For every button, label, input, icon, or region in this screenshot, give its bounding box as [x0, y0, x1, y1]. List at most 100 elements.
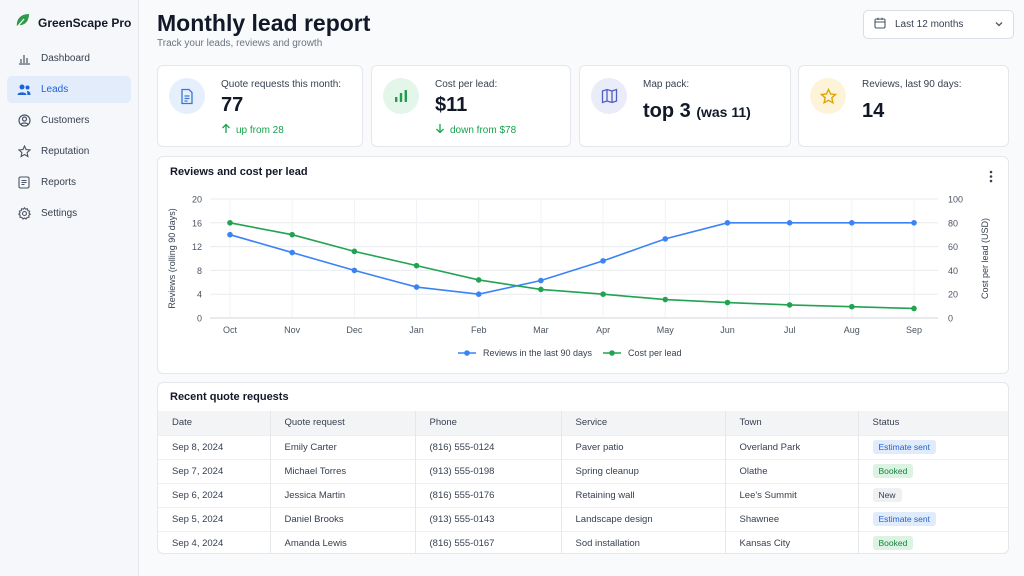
- reviews-cost-chart: 0 4 8 12 16 20 0 20 40 60 80 100 Oct Nov Dec Jan Feb Mar A…: [167, 195, 990, 359]
- brand[interactable]: GreenScape Pro: [14, 12, 131, 34]
- x-tick-label: Jul: [784, 325, 796, 335]
- sidebar-item-customers[interactable]: Customers: [7, 107, 131, 134]
- status-badge: Estimate sent: [872, 512, 936, 526]
- sidebar-item-label: Reputation: [41, 146, 90, 157]
- cell-customer-name: Michael Torres: [270, 458, 416, 483]
- column-header-phone[interactable]: Phone: [415, 411, 562, 435]
- sidebar-nav: Dashboard Leads Customers Reputation Rep…: [7, 45, 131, 231]
- cell-phone: (913) 555-0143: [415, 506, 562, 531]
- kpi-value: 14: [862, 100, 885, 122]
- y-tick-label-left: 16: [192, 218, 202, 228]
- legend-swatch-marker: [609, 350, 615, 356]
- y-tick-label-right: 20: [948, 290, 958, 300]
- cell-service: Paver patio: [561, 434, 726, 459]
- x-tick-label: Jun: [720, 325, 735, 335]
- sidebar-item-label: Settings: [41, 208, 78, 219]
- data-point-reviews: [351, 267, 358, 274]
- y-axis-label-right: Cost per lead (USD): [980, 218, 990, 299]
- y-tick-label-right: 40: [948, 266, 958, 276]
- kpi-value: 77: [221, 94, 244, 116]
- data-point-reviews: [227, 231, 233, 238]
- column-header-quote-request[interactable]: Quote request: [270, 411, 416, 435]
- table-header-row: Date Quote request Phone Service Town St…: [158, 411, 1008, 435]
- cell-customer-name: Amanda Lewis: [270, 530, 416, 553]
- y-tick-label-right: 0: [948, 314, 953, 324]
- legend-swatch-marker: [464, 350, 470, 356]
- x-tick-label: Feb: [471, 325, 487, 335]
- y-tick-label-right: 100: [948, 195, 963, 205]
- status-badge: Booked: [872, 464, 914, 478]
- kpi-trend: down from $78: [435, 123, 516, 137]
- data-point-cost-per-lead: [289, 231, 295, 238]
- kpi-value: $11: [435, 94, 468, 116]
- cell-service: Sod installation: [561, 530, 726, 553]
- cell-status: New: [858, 482, 1008, 507]
- date-range-value: Last 12 months: [895, 19, 964, 30]
- kpi-trend: up from 28: [221, 123, 284, 137]
- sidebar: GreenScape Pro Dashboard Leads Customers…: [0, 0, 139, 576]
- bar-chart-icon: [17, 52, 31, 66]
- app-name: GreenScape Pro: [38, 16, 132, 30]
- sidebar-item-label: Leads: [41, 84, 69, 95]
- column-header-status[interactable]: Status: [858, 411, 1008, 435]
- kpi-card-quotes: Quote requests this month: 77 up from 28: [157, 65, 363, 147]
- kpi-card-map-pack: Map pack: top 3 (was 11): [579, 65, 791, 147]
- y-tick-label-right: 80: [948, 218, 958, 228]
- x-tick-label: Mar: [533, 325, 549, 335]
- kpi-card-cost: Cost per lead: $11 down from $78: [371, 65, 571, 147]
- cell-date: Sep 8, 2024: [158, 434, 271, 459]
- data-point-reviews: [724, 220, 731, 226]
- kpi-card-reviews: Reviews, last 90 days: 14: [798, 65, 1009, 147]
- cell-status: Booked: [858, 458, 1008, 483]
- kpi-value: top 3 (was 11): [643, 100, 751, 122]
- page-subtitle: Track your leads, reviews and growth: [157, 38, 323, 49]
- users-icon: [17, 83, 31, 97]
- sidebar-item-dashboard[interactable]: Dashboard: [7, 45, 131, 72]
- table-row[interactable]: Sep 7, 2024 Michael Torres (913) 555-0198 S…: [158, 458, 1008, 483]
- data-point-reviews: [475, 291, 482, 297]
- x-tick-label: May: [657, 325, 675, 335]
- cell-phone: (816) 555-0124: [415, 434, 562, 459]
- series-line-cost-per-lead: [229, 222, 915, 310]
- y-tick-label-left: 4: [197, 290, 202, 300]
- sidebar-item-reports[interactable]: Reports: [7, 169, 131, 196]
- chart-title: Reviews and cost per lead: [170, 166, 308, 178]
- table-row[interactable]: Sep 5, 2024 Daniel Brooks (913) 555-0143 La…: [158, 506, 1008, 531]
- table-row[interactable]: Sep 8, 2024 Emily Carter (816) 555-0124 Pav…: [158, 434, 1008, 459]
- sidebar-item-leads[interactable]: Leads: [7, 76, 131, 103]
- more-options-icon[interactable]: [989, 170, 993, 188]
- cell-date: Sep 6, 2024: [158, 482, 271, 507]
- data-point-reviews: [911, 220, 917, 226]
- date-range-select[interactable]: Last 12 months: [863, 10, 1014, 39]
- data-point-reviews: [413, 284, 420, 290]
- leaf-logo-icon: [14, 12, 31, 34]
- cell-customer-name: Jessica Martin: [270, 482, 416, 507]
- x-tick-label: Dec: [346, 325, 363, 335]
- cell-service: Landscape design: [561, 506, 726, 531]
- data-point-cost-per-lead: [911, 305, 917, 312]
- column-header-service[interactable]: Service: [561, 411, 726, 435]
- y-tick-label-left: 12: [192, 242, 202, 252]
- sidebar-item-settings[interactable]: Settings: [7, 200, 131, 227]
- table-row[interactable]: Sep 6, 2024 Jessica Martin (816) 555-0176 R…: [158, 482, 1008, 507]
- data-point-reviews: [538, 277, 544, 284]
- y-tick-label-left: 8: [197, 266, 202, 276]
- y-tick-label-left: 0: [197, 314, 202, 324]
- data-point-cost-per-lead: [538, 286, 544, 293]
- data-point-cost-per-lead: [786, 302, 793, 308]
- sidebar-item-reputation[interactable]: Reputation: [7, 138, 131, 165]
- bar-chart-icon: [383, 78, 419, 114]
- cell-status: Booked: [858, 530, 1008, 553]
- column-header-town[interactable]: Town: [725, 411, 859, 435]
- column-header-date[interactable]: Date: [158, 411, 271, 435]
- data-point-cost-per-lead: [724, 299, 731, 306]
- legend-label: Reviews in the last 90 days: [483, 348, 593, 358]
- table-row[interactable]: Sep 4, 2024 Amanda Lewis (816) 555-0167 Sod…: [158, 530, 1008, 553]
- data-point-cost-per-lead: [351, 248, 358, 255]
- sidebar-item-label: Dashboard: [41, 53, 90, 64]
- x-tick-label: Apr: [596, 325, 610, 335]
- cell-town: Shawnee: [725, 506, 859, 531]
- arrow-down-icon: [435, 123, 445, 137]
- data-point-reviews: [662, 236, 669, 242]
- x-tick-label: Jan: [409, 325, 424, 335]
